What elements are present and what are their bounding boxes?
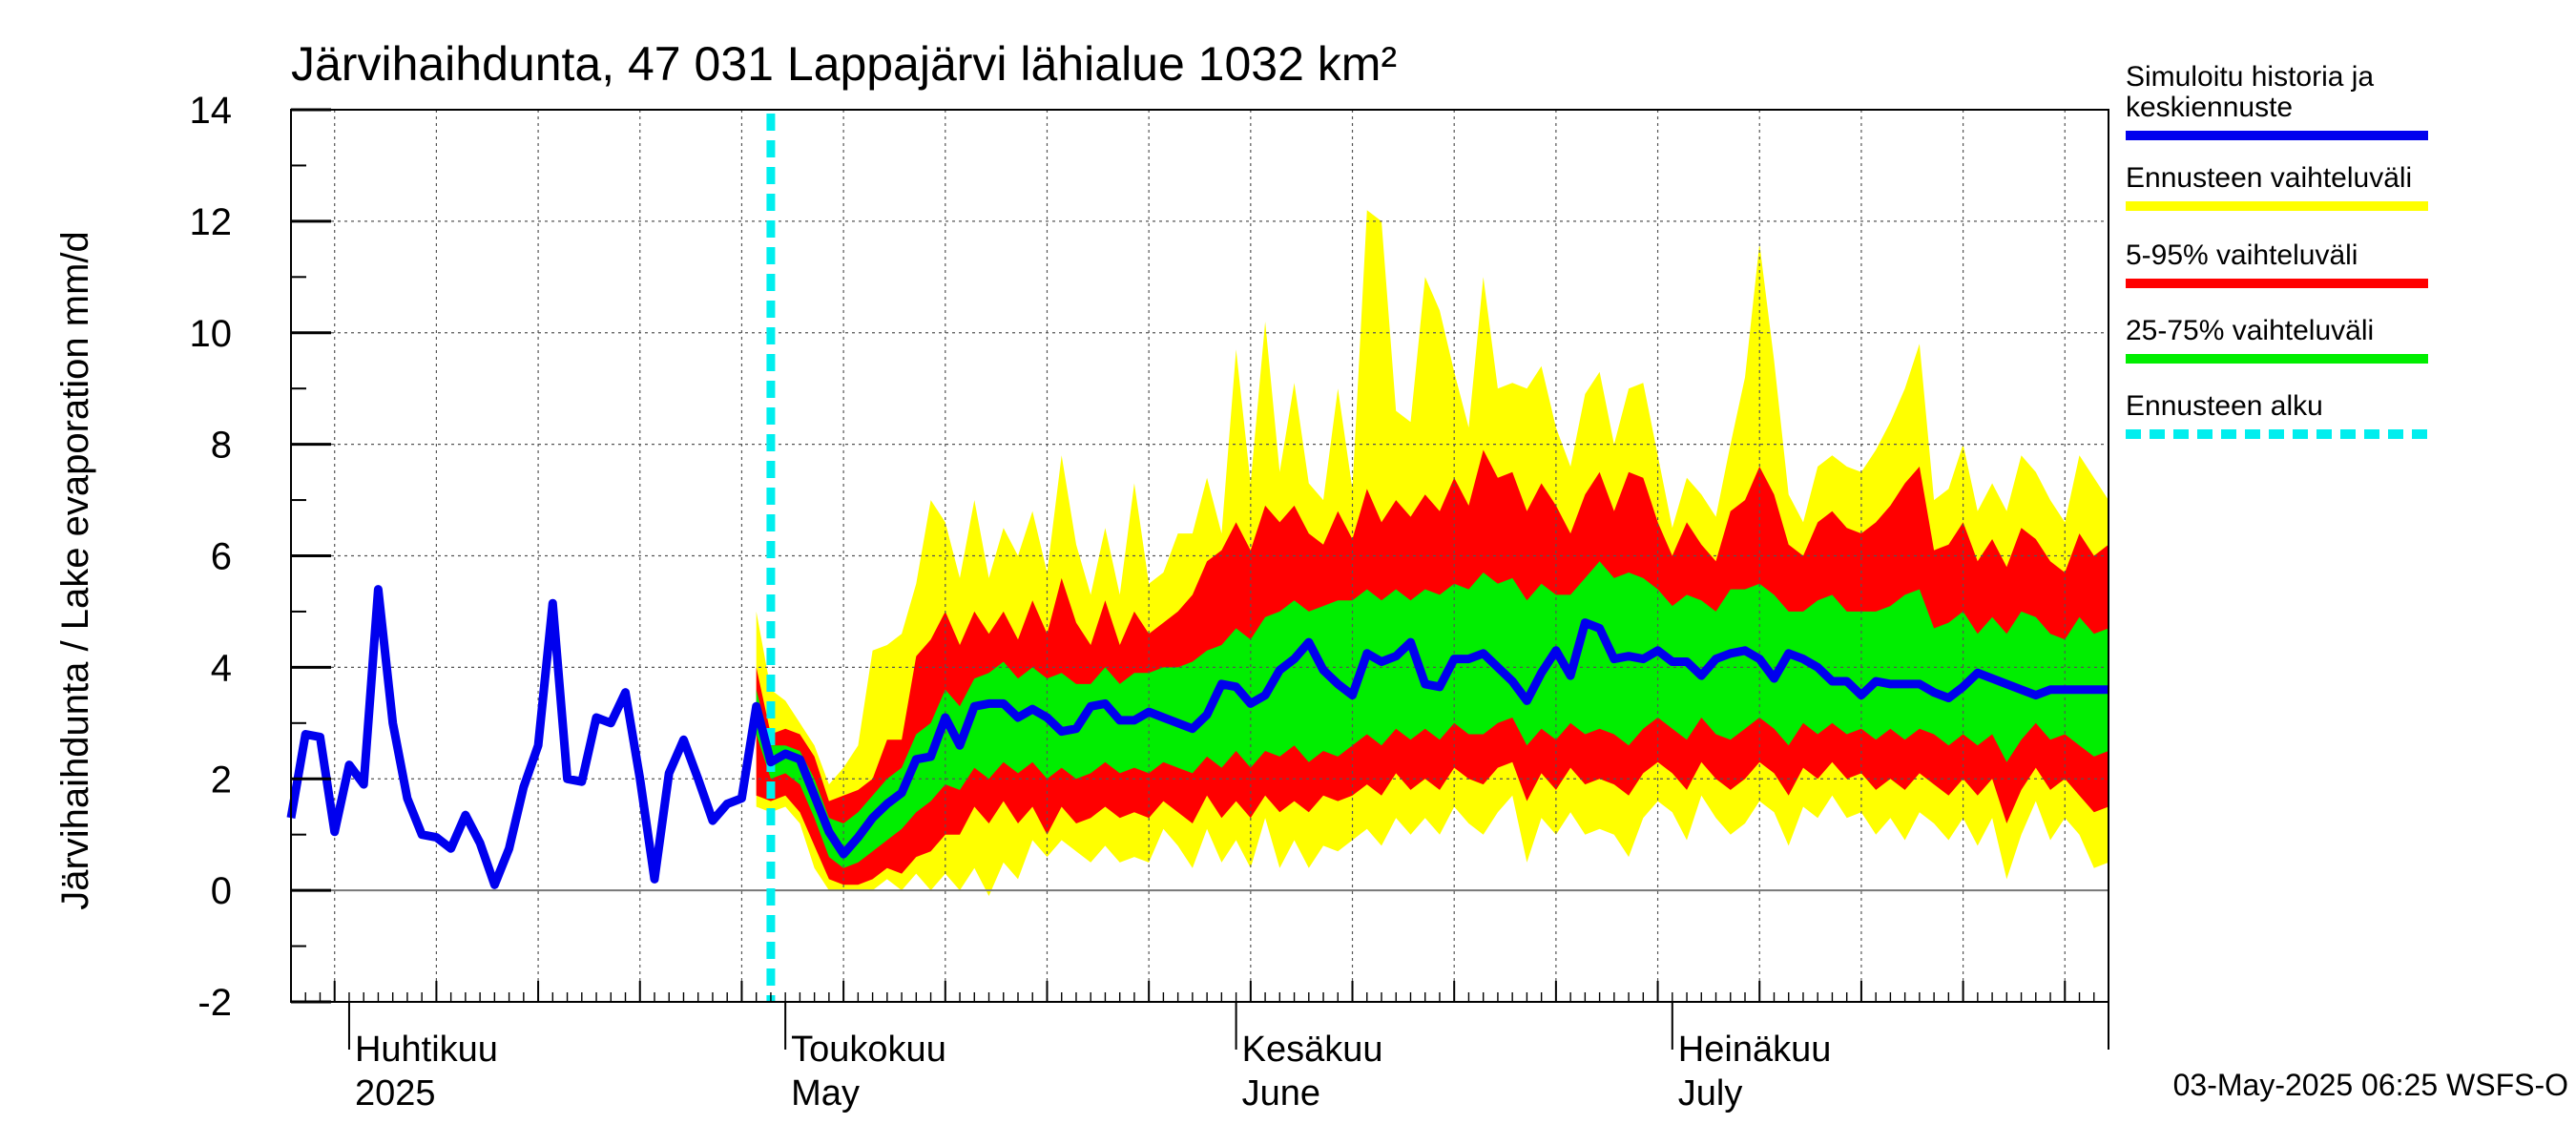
legend-label: Ennusteen vaihteluväli [2126, 162, 2412, 194]
y-tick-label: 4 [211, 647, 232, 689]
timestamp-label: 03-May-2025 06:25 WSFS-O [2173, 1068, 2568, 1102]
y-tick-label: -2 [197, 982, 232, 1024]
y-axis: -2 0 2 4 6 8 10 12 14 [190, 90, 331, 1024]
y-tick-label: 2 [211, 759, 232, 801]
y-tick-label: 0 [211, 870, 232, 912]
forecast-bands [756, 210, 2109, 896]
legend-label: keskiennuste [2126, 92, 2293, 123]
x-month-label: Huhtikuu [355, 1030, 498, 1070]
y-tick-label: 12 [190, 201, 233, 243]
x-month-sublabel: June [1242, 1073, 1320, 1114]
legend-label: 5-95% vaihteluväli [2126, 239, 2358, 271]
x-month-label: Kesäkuu [1242, 1030, 1383, 1070]
chart-title: Järvihaihdunta, 47 031 Lappajärvi lähial… [291, 37, 1397, 91]
legend-label: 25-75% vaihteluväli [2126, 315, 2374, 346]
gridlines [291, 109, 2109, 1003]
band-2 [756, 561, 2109, 868]
x-month-label: Heinäkuu [1678, 1030, 1832, 1070]
y-tick-label: 8 [211, 425, 232, 467]
series-line-history [286, 585, 2109, 889]
legend-label: Simuloitu historia ja [2126, 61, 2374, 93]
y-tick-label: 14 [190, 90, 233, 132]
legend-label: Ennusteen alku [2126, 390, 2323, 422]
y-tick-label: 6 [211, 536, 232, 578]
x-month-sublabel: 2025 [355, 1073, 436, 1114]
x-month-label: Toukokuu [791, 1030, 946, 1070]
y-tick-label: 10 [190, 313, 233, 355]
x-month-sublabel: July [1678, 1073, 1743, 1114]
y-axis-label: Järvihaihdunta / Lake evaporation mm/d [54, 231, 96, 910]
x-month-sublabel: May [791, 1073, 860, 1114]
